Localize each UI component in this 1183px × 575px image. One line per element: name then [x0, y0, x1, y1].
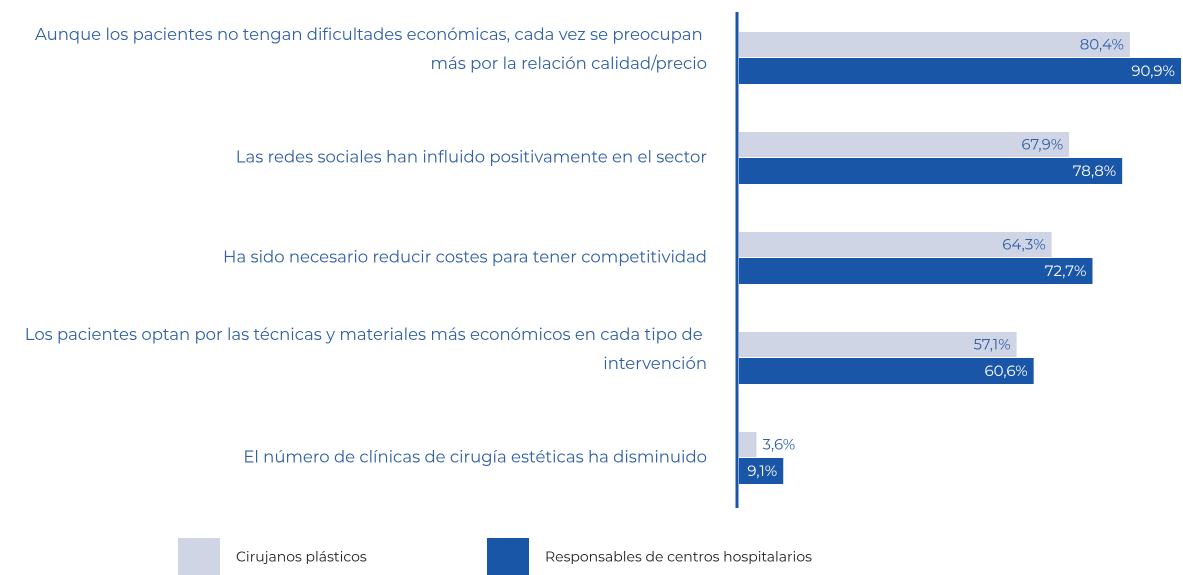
legend-swatch	[487, 538, 529, 575]
legend-swatch	[178, 538, 220, 575]
bar	[739, 358, 1034, 384]
bar	[739, 132, 1070, 157]
value-label: 3,6%	[763, 434, 796, 453]
bar	[739, 432, 757, 457]
category-label: Las redes sociales han influido positiva…	[236, 147, 707, 167]
value-label: 72,7%	[1045, 261, 1087, 280]
bar	[739, 32, 1130, 57]
category-label: Ha sido necesario reducir costes para te…	[223, 247, 707, 267]
value-label: 90,9%	[1131, 61, 1175, 80]
bar	[739, 232, 1052, 257]
bar	[739, 332, 1017, 357]
category-label: El número de clínicas de cirugía estétic…	[243, 447, 707, 467]
value-label: 80,4%	[1080, 34, 1124, 53]
category-label: Los pacientes optan por las técnicas y m…	[25, 325, 707, 374]
legend-label: Responsables de centros hospitalarios	[545, 548, 812, 566]
bar	[739, 258, 1093, 284]
value-label: 57,1%	[973, 334, 1010, 353]
value-label: 67,9%	[1021, 134, 1063, 153]
bar	[739, 158, 1123, 184]
bar	[739, 458, 784, 484]
value-label: 9,1%	[747, 461, 777, 480]
value-label: 60,6%	[984, 361, 1027, 380]
bar	[739, 58, 1181, 84]
value-label: 78,8%	[1073, 161, 1116, 180]
category-label: Aunque los pacientes no tengan dificulta…	[35, 25, 707, 74]
value-label: 64,3%	[1002, 234, 1045, 253]
legend-label: Cirujanos plásticos	[236, 548, 367, 566]
